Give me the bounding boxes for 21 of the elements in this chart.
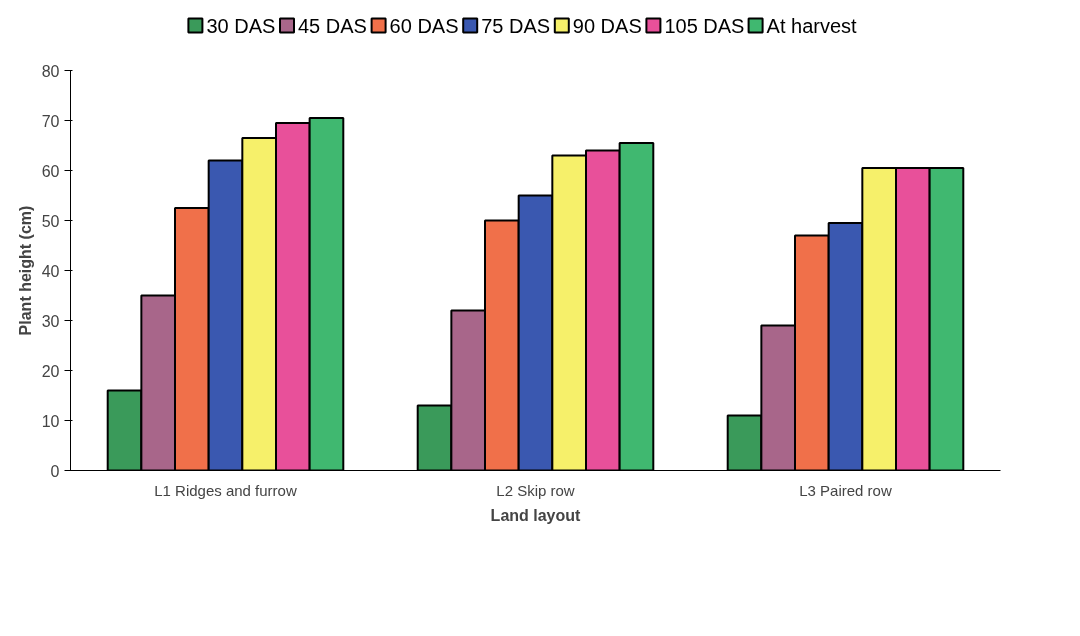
y-tick-label: 30 [41,312,60,330]
legend-label: 75 DAS [481,14,551,37]
legend-label: At harvest [766,14,858,37]
legend-label: 105 DAS [664,14,745,37]
y-tick-label: 80 [41,62,60,80]
legend-label: 90 DAS [572,14,642,37]
legend-label: 30 DAS [206,14,276,37]
y-tick-label: 0 [50,462,60,480]
x-axis-title: Land layout [490,506,582,524]
y-tick-label: 50 [41,212,60,230]
y-tick-label: 10 [41,412,60,430]
x-tick-label: L1 Ridges and furrow [154,481,297,499]
y-tick-label: 40 [41,262,60,280]
x-tick-label: L2 Skip row [496,481,575,499]
y-axis-title: Plant height (cm) [16,205,34,336]
y-tick-label: 20 [41,362,60,380]
y-tick-label: 70 [41,112,60,130]
x-tick-label: L3 Paired row [799,481,892,499]
legend-label: 60 DAS [389,14,459,37]
legend-label: 45 DAS [298,14,367,37]
y-tick-label: 60 [41,162,60,180]
